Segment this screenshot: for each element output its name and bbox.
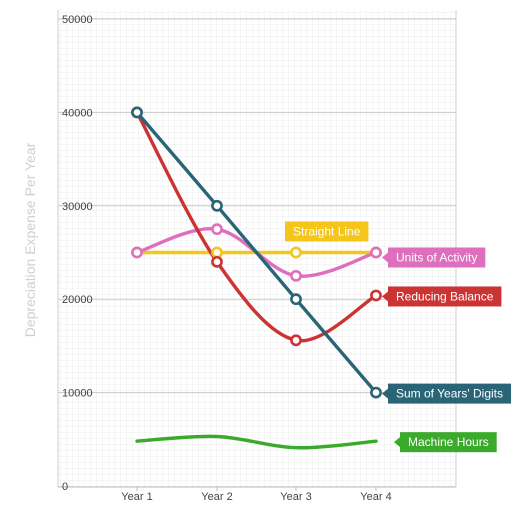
y-axis-label: Depreciation Expense Per Year: [22, 142, 38, 337]
data-point: [290, 269, 302, 282]
data-point: [211, 246, 223, 259]
series-lines: [135, 110, 378, 450]
y-tick-label: 20000: [62, 294, 93, 306]
series-label: Reducing Balance: [382, 286, 502, 307]
series-label-box: [400, 432, 497, 453]
series-label-pointer: [382, 291, 388, 302]
x-tick-label: Year 2: [201, 491, 232, 503]
y-tick-labels: 0 10000 20000 30000 40000 50000: [62, 14, 93, 493]
y-tick-label: 10000: [62, 388, 93, 400]
data-point: [131, 106, 143, 119]
data-point: [370, 246, 382, 259]
series-label-box: [285, 221, 369, 242]
series-label-pointer: [382, 252, 388, 263]
x-tick-labels: Year 1 Year 2 Year 3 Year 4: [121, 487, 392, 503]
series-points: [131, 106, 382, 399]
series-line: [135, 110, 378, 395]
x-tick-label: Year 1: [121, 491, 152, 503]
series-line: [135, 110, 378, 343]
series-label-pointer: [382, 388, 388, 399]
series-label-text: Units of Activity: [396, 251, 477, 265]
data-point: [370, 386, 382, 399]
series-label: Sum of Years' Digits: [382, 383, 512, 404]
series-label-box: [388, 286, 502, 307]
series-label-text: Machine Hours: [408, 435, 489, 449]
series-label-box: [388, 383, 512, 404]
data-point: [211, 255, 223, 268]
data-point: [290, 334, 302, 347]
data-point: [131, 246, 143, 259]
series-labels: Straight Line Units of Activity Reducing B…: [285, 221, 512, 453]
data-point: [211, 223, 223, 236]
series-label-box: [388, 247, 486, 268]
series-label: Units of Activity: [382, 247, 486, 268]
data-point: [290, 293, 302, 306]
series-line: [135, 434, 378, 450]
y-tick-label: 40000: [62, 107, 93, 119]
data-point: [370, 289, 382, 302]
x-tick-label: Year 4: [360, 491, 391, 503]
series-label-text: Straight Line: [293, 225, 361, 239]
x-tick-label: Year 3: [280, 491, 311, 503]
y-tick-label: 50000: [62, 14, 93, 26]
series-label: Straight Line: [285, 221, 369, 242]
data-point: [290, 246, 302, 259]
series-label-pointer: [394, 437, 400, 448]
series-label-text: Reducing Balance: [396, 289, 494, 303]
data-point: [211, 199, 223, 212]
y-tick-label: 0: [62, 481, 68, 493]
series-label: Machine Hours: [394, 432, 497, 453]
series-label-text: Sum of Years' Digits: [396, 387, 503, 401]
y-tick-label: 30000: [62, 201, 93, 213]
